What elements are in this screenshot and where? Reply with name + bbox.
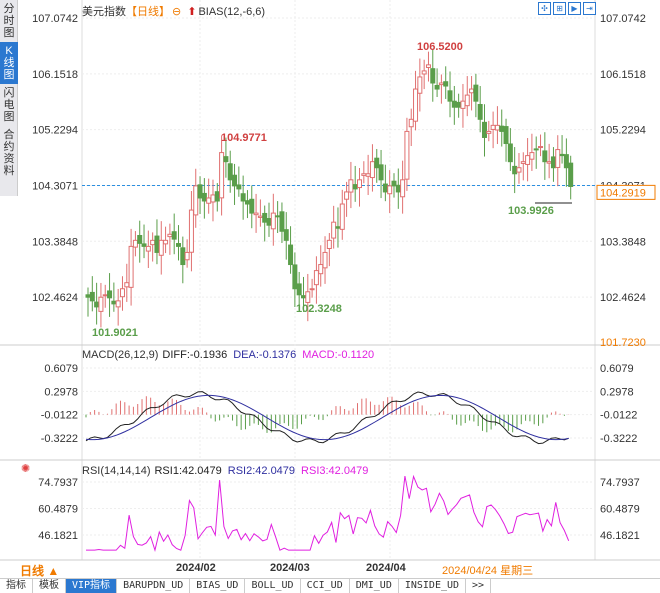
date-label: 2024/02: [176, 562, 216, 574]
tab--[interactable]: 指标: [0, 579, 33, 593]
minus-circle-icon[interactable]: ⊖: [172, 6, 182, 18]
svg-text:0.6079: 0.6079: [44, 363, 78, 375]
svg-text:106.1518: 106.1518: [600, 69, 646, 81]
svg-text:102.4624: 102.4624: [32, 292, 78, 304]
svg-text:46.1821: 46.1821: [38, 530, 78, 542]
macd-dea: DEA:-0.1376: [233, 349, 297, 361]
macd-legend: MACD(26,12,9) DIFF:-0.1936 DEA:-0.1376 MACD…: [82, 349, 380, 361]
tab-vip-[interactable]: VIP指标: [66, 579, 118, 593]
rsi-legend: RSI(14,14,14) RSI1:42.0479 RSI2:42.0479 RSI…: [82, 465, 374, 477]
tab--[interactable]: 模板: [33, 579, 66, 593]
play-icon[interactable]: ▶: [568, 2, 581, 15]
svg-text:-0.0122: -0.0122: [41, 410, 78, 422]
zoom-in-icon[interactable]: ⊞: [553, 2, 566, 15]
rsi3-value: RSI3:42.0479: [301, 465, 369, 477]
macd-name: MACD(26,12,9): [82, 349, 159, 361]
svg-text:102.4624: 102.4624: [600, 292, 646, 304]
chart-area[interactable]: 107.0742 107.0742 106.1518 106.1518 105.2294…: [0, 0, 660, 575]
svg-text:101.7230: 101.7230: [600, 337, 646, 349]
svg-text:106.1518: 106.1518: [32, 69, 78, 81]
tab-barupdn-ud[interactable]: BARUPDN_UD: [117, 579, 191, 593]
nav-item-3[interactable]: 合约资料: [3, 129, 15, 177]
svg-text:0.2978: 0.2978: [44, 386, 78, 398]
cursor-date: 2024/04/24 星期三: [442, 565, 534, 577]
svg-text:-0.0122: -0.0122: [600, 410, 637, 422]
instrument-name: 美元指数: [82, 6, 126, 18]
tab-inside-ud[interactable]: INSIDE_UD: [399, 579, 467, 593]
crosshair-icon[interactable]: ✣: [538, 2, 551, 15]
tab-bias-ud[interactable]: BIAS_UD: [190, 579, 246, 593]
arrow-up-icon[interactable]: ⬆: [187, 6, 197, 18]
svg-text:105.2294: 105.2294: [600, 125, 646, 137]
svg-text:0.6079: 0.6079: [600, 363, 634, 375]
svg-text:103.9926: 103.9926: [508, 205, 554, 217]
svg-text:46.1821: 46.1821: [600, 530, 640, 542]
svg-text:107.0742: 107.0742: [600, 13, 646, 25]
date-label: 2024/03: [270, 562, 310, 574]
macd-value: MACD:-0.1120: [302, 349, 375, 361]
tab-dmi-ud[interactable]: DMI_UD: [350, 579, 399, 593]
svg-text:104.3071: 104.3071: [32, 180, 78, 192]
svg-text:102.3248: 102.3248: [296, 303, 342, 315]
svg-text:106.5200: 106.5200: [417, 41, 463, 53]
svg-text:74.7937: 74.7937: [600, 477, 640, 489]
date-label: 2024/04: [366, 562, 406, 574]
svg-text:-0.3222: -0.3222: [41, 433, 78, 445]
tab-boll-ud[interactable]: BOLL_UD: [245, 579, 301, 593]
rsi1-value: RSI1:42.0479: [154, 465, 222, 477]
chart-canvas[interactable]: 107.0742 107.0742 106.1518 106.1518 105.2294…: [0, 0, 660, 578]
tab-cci-ud[interactable]: CCI_UD: [301, 579, 350, 593]
svg-text:101.9021: 101.9021: [92, 327, 138, 339]
main-legend: 美元指数【日线】 ⊖ ⬆ BIAS(12,-6,6): [82, 3, 271, 19]
tab--[interactable]: >>: [466, 579, 492, 593]
chart-toolbar: ✣ ⊞ ▶ ⇥: [538, 2, 596, 15]
svg-text:104.2919: 104.2919: [600, 187, 646, 199]
svg-text:0.2978: 0.2978: [600, 386, 634, 398]
svg-text:103.3848: 103.3848: [600, 236, 646, 248]
svg-text:74.7937: 74.7937: [38, 477, 78, 489]
svg-text:103.3848: 103.3848: [32, 236, 78, 248]
nav-item-0[interactable]: 分时图: [3, 3, 15, 39]
svg-text:105.2294: 105.2294: [32, 125, 78, 137]
period-label: 【日线】: [126, 6, 170, 18]
svg-text:-0.3222: -0.3222: [600, 433, 637, 445]
macd-diff: DIFF:-0.1936: [162, 349, 228, 361]
svg-text:107.0742: 107.0742: [32, 13, 78, 25]
svg-text:104.9771: 104.9771: [221, 132, 267, 144]
svg-text:60.4879: 60.4879: [600, 504, 640, 516]
rsi2-value: RSI2:42.0479: [227, 465, 296, 477]
settings-sun-icon[interactable]: ✺: [21, 463, 31, 475]
period-button[interactable]: 日线 ▲: [20, 564, 60, 578]
rsi-name: RSI(14,14,14): [82, 465, 151, 477]
indicator-tabbar: 指标 模板 VIP指标 BARUPDN_UD BIAS_UD BOLL_UD CCI_UD D…: [0, 578, 660, 593]
svg-text:60.4879: 60.4879: [38, 504, 78, 516]
nav-item-2[interactable]: 闪电图: [3, 87, 15, 123]
goto-end-icon[interactable]: ⇥: [583, 2, 596, 15]
indicator-label: BIAS(12,-6,6): [198, 6, 266, 18]
